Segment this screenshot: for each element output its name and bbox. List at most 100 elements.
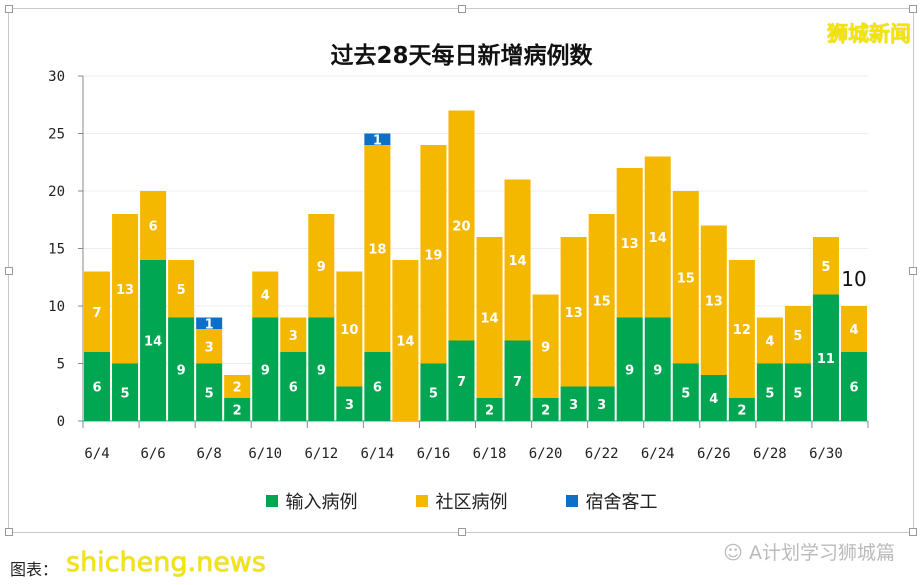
resize-handle[interactable]	[5, 528, 13, 536]
source-note: 图表：	[10, 560, 59, 579]
resize-handle[interactable]	[909, 5, 917, 13]
data-label: 15	[593, 294, 611, 309]
bar-segment	[336, 271, 363, 387]
x-tick-label: 6/20	[529, 446, 563, 462]
bar-segment	[448, 340, 475, 421]
data-label: 9	[261, 363, 270, 378]
data-label: 14	[144, 335, 162, 350]
bar-segment	[672, 363, 699, 421]
data-label: 14	[509, 254, 527, 269]
data-label: 4	[849, 323, 858, 338]
data-label: 18	[368, 243, 386, 258]
y-tick-label: 20	[48, 184, 65, 200]
bar-segment	[756, 363, 783, 421]
resize-handle[interactable]	[909, 267, 917, 275]
data-label: 5	[205, 386, 214, 401]
data-label: 1	[205, 317, 214, 332]
data-label: 5	[793, 329, 802, 344]
resize-handle[interactable]	[458, 528, 466, 536]
bar-segment	[728, 398, 755, 421]
bar-segment	[168, 260, 195, 318]
data-label: 9	[541, 340, 550, 355]
bar-segment	[644, 317, 671, 421]
y-tick-label: 5	[57, 357, 65, 373]
legend-label: 宿舍客工	[585, 492, 658, 513]
x-tick-label: 6/12	[304, 446, 338, 462]
bar-segment	[364, 145, 391, 352]
bar-segment	[84, 271, 111, 352]
bar-segment	[280, 317, 307, 352]
bar-segment	[784, 306, 811, 364]
bar-segment	[308, 214, 335, 318]
data-label: 19	[424, 248, 442, 263]
data-label: 13	[621, 237, 639, 252]
x-tick-label: 6/16	[417, 446, 451, 462]
data-label: 13	[705, 294, 723, 309]
data-label: 6	[289, 381, 298, 396]
data-label: 3	[205, 340, 214, 355]
bar-segment	[504, 179, 531, 341]
legend-label: 输入病例	[285, 492, 358, 513]
bar-segment	[728, 260, 755, 398]
data-label: 12	[733, 323, 751, 338]
data-label: 5	[121, 386, 130, 401]
bar-segment	[140, 191, 167, 260]
legend-swatch	[565, 495, 578, 507]
bar-segment	[812, 294, 839, 421]
bar-segment	[140, 260, 167, 421]
y-tick-label: 25	[48, 127, 65, 143]
bar-segment	[420, 363, 447, 421]
bar-segment	[420, 145, 447, 364]
data-label: 9	[317, 363, 326, 378]
data-label: 7	[457, 375, 466, 390]
data-label: 3	[597, 398, 606, 413]
bar-segment	[616, 317, 643, 421]
data-label: 4	[261, 289, 270, 304]
bar-segment	[588, 386, 615, 421]
bar-segment	[700, 225, 727, 375]
data-label: 5	[793, 386, 802, 401]
data-label: 4	[709, 392, 718, 407]
legend-swatch	[265, 495, 278, 507]
bar-segment	[224, 398, 251, 421]
bar-segment	[532, 294, 559, 398]
data-label: 9	[177, 363, 186, 378]
data-label: 9	[625, 363, 634, 378]
bar-segment	[196, 363, 223, 421]
bar-segment	[364, 352, 391, 421]
x-tick-label: 6/24	[641, 446, 675, 462]
data-label: 6	[373, 381, 382, 396]
resize-handle[interactable]	[909, 528, 917, 536]
bar-segment	[364, 133, 391, 145]
bar-segment	[840, 306, 867, 352]
data-label: 2	[485, 404, 494, 419]
data-label: 13	[565, 306, 583, 321]
bar-segment	[280, 352, 307, 421]
data-label: 7	[513, 375, 522, 390]
data-label: 2	[233, 404, 242, 419]
x-tick-label: 6/18	[473, 446, 507, 462]
bar-segment	[252, 317, 279, 421]
data-label: 14	[649, 231, 667, 246]
chart-title: 过去28天每日新增病例数	[330, 43, 593, 69]
legend-swatch	[415, 495, 428, 507]
bar-segment	[476, 237, 503, 398]
x-tick-label: 6/22	[585, 446, 619, 462]
bar-segment	[616, 168, 643, 318]
data-label: 9	[653, 363, 662, 378]
bar-segment	[840, 352, 867, 421]
resize-handle[interactable]	[458, 5, 466, 13]
x-tick-label: 6/10	[248, 446, 282, 462]
resize-handle[interactable]	[5, 267, 13, 275]
bar-segment	[644, 156, 671, 318]
resize-handle[interactable]	[5, 5, 13, 13]
watermark: shicheng.news	[66, 547, 266, 578]
x-tick-label: 6/14	[361, 446, 395, 462]
bar-segment	[812, 237, 839, 295]
bar-segment	[672, 191, 699, 364]
data-label: 2	[233, 381, 242, 396]
chart-frame	[5, 5, 917, 536]
y-tick-label: 30	[48, 69, 65, 85]
bar-segment	[168, 317, 195, 421]
